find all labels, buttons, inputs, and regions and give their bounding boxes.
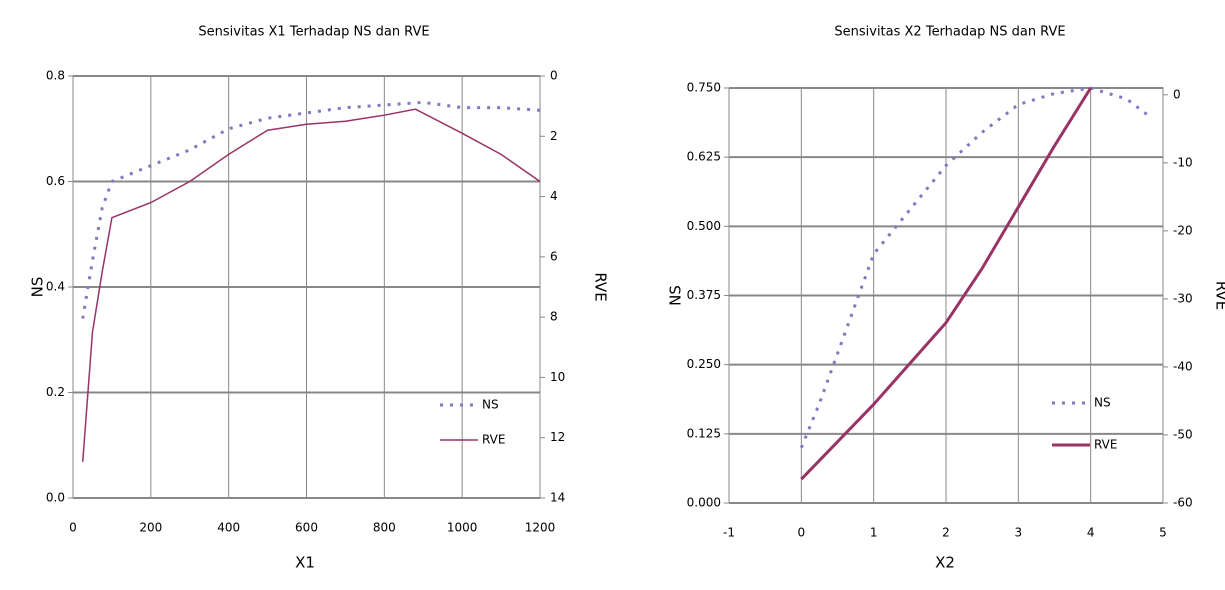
y-tick-label: 0.8 xyxy=(46,69,65,83)
x-tick-label: 4 xyxy=(1087,526,1095,540)
y2-axis-label: RVE xyxy=(1213,281,1225,310)
legend-label: RVE xyxy=(482,433,505,447)
y-tick-label: 0.2 xyxy=(46,385,65,399)
y2-tick-label: -30 xyxy=(1173,291,1193,305)
plot-frame xyxy=(72,75,541,499)
chart-title: Sensivitas X2 Terhadap NS dan RVE xyxy=(834,25,1065,40)
y-tick-label: 0.4 xyxy=(46,280,65,294)
x-tick-label: 0 xyxy=(798,526,806,540)
x-tick-label: 0 xyxy=(69,521,77,535)
legend-label: RVE xyxy=(1094,438,1117,452)
y2-tick-label: 12 xyxy=(550,430,565,444)
x-tick-label: 2 xyxy=(942,526,950,540)
y2-tick-label: -10 xyxy=(1173,155,1193,169)
x-tick-label: 1 xyxy=(870,526,878,540)
series-line xyxy=(81,108,541,462)
plot-frame xyxy=(728,87,1164,504)
x-tick-label: -1 xyxy=(723,526,735,540)
x-tick-label: 3 xyxy=(1015,526,1023,540)
x-tick-label: 400 xyxy=(217,521,240,535)
y2-tick-label: 2 xyxy=(550,129,558,143)
y-tick-label: 0.250 xyxy=(687,357,721,371)
legend-label: NS xyxy=(482,398,499,412)
x-tick-label: 800 xyxy=(373,521,396,535)
x-tick-label: 1000 xyxy=(447,521,478,535)
y-tick-label: 0.500 xyxy=(687,219,721,233)
chart: Sensivitas X2 Terhadap NS dan RVE X2 NS RVE… xyxy=(667,25,1225,572)
y2-tick-label: 14 xyxy=(550,491,565,505)
y-axis-label: NS xyxy=(667,285,685,306)
x-axis-label: X2 xyxy=(935,554,955,572)
y2-tick-label: -60 xyxy=(1173,496,1193,510)
y-tick-label: 0.0 xyxy=(46,491,65,505)
x-axis-label: X1 xyxy=(295,554,315,572)
y-tick-label: 0.625 xyxy=(687,150,721,164)
chart-title: Sensivitas X1 Terhadap NS dan RVE xyxy=(198,25,429,40)
legend-label: NS xyxy=(1094,396,1111,410)
y2-tick-label: -40 xyxy=(1173,359,1193,373)
y2-tick-label: 0 xyxy=(550,69,558,83)
y-tick-label: 0.750 xyxy=(687,81,721,95)
y2-tick-label: 4 xyxy=(550,189,558,203)
x-tick-label: 600 xyxy=(295,521,318,535)
y2-tick-label: 6 xyxy=(550,249,558,263)
y-tick-label: 0.000 xyxy=(687,496,721,510)
y-tick-label: 0.125 xyxy=(687,426,721,440)
series-line xyxy=(81,100,541,319)
chart: Sensivitas X1 Terhadap NS dan RVE X1 NS RVE… xyxy=(29,25,610,572)
y2-tick-label: -20 xyxy=(1173,223,1193,237)
y2-tick-label: 8 xyxy=(550,310,558,324)
y2-tick-label: -50 xyxy=(1173,427,1193,441)
y-tick-label: 0.375 xyxy=(687,288,721,302)
x-tick-label: 1200 xyxy=(525,521,556,535)
series-line xyxy=(800,87,1092,481)
series-line xyxy=(799,86,1150,449)
y-tick-label: 0.6 xyxy=(46,174,65,188)
x-tick-label: 5 xyxy=(1159,526,1167,540)
y-axis-label: NS xyxy=(29,277,47,298)
y2-tick-label: 10 xyxy=(550,370,565,384)
x-tick-label: 200 xyxy=(139,521,162,535)
y2-axis-label: RVE xyxy=(592,272,610,301)
y2-tick-label: 0 xyxy=(1173,87,1181,101)
